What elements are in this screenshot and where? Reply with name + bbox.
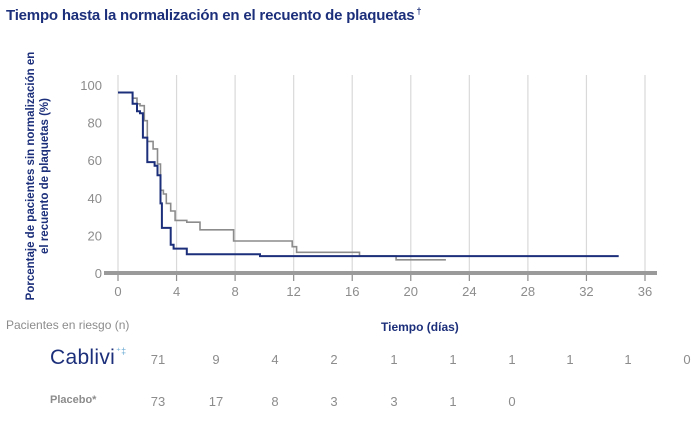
y-tick-labels: 0 20 40 60 80 100 [80,78,102,281]
at-risk-value: 1 [390,352,398,367]
at-risk-value: 1 [449,352,457,367]
at-risk-value: 8 [271,394,279,409]
at-risk-value: 9 [212,352,220,367]
at-risk-value: 1 [508,352,516,367]
y-tick-label-100: 100 [80,78,102,93]
x-tick-label-24: 24 [462,284,476,299]
cablivi-logo-mark: ⁺‡ [116,346,127,356]
placebo-row-label: Placebo* [50,394,97,406]
y-tick-label-80: 80 [88,116,102,131]
at-risk-value: 3 [390,394,398,409]
x-tick-label-4: 4 [173,284,180,299]
x-tick-label-28: 28 [521,284,535,299]
series-line-placebo [118,91,446,261]
x-tick-label-12: 12 [286,284,300,299]
at-risk-value: 71 [150,352,166,367]
x-tick-label-0: 0 [114,284,121,299]
y-tick-label-0: 0 [95,266,102,281]
km-chart: 0 20 40 60 80 100 0 4 8 12 16 20 24 28 32 36 [80,75,657,299]
title-footnote-mark: † [416,6,422,16]
at-risk-value: 3 [330,394,338,409]
at-risk-value: 1 [449,394,457,409]
series-line-cablivi [118,91,619,258]
y-tick-label-20: 20 [88,228,102,243]
at-risk-value: 1 [566,352,574,367]
at-risk-title: Pacientes en riesgo (n) [6,318,130,332]
x-tick-label-20: 20 [404,284,418,299]
series-lines [118,91,619,261]
x-tick-label-32: 32 [579,284,593,299]
y-tick-label-60: 60 [88,153,102,168]
at-risk-value: 4 [271,352,279,367]
x-tick-label-16: 16 [345,284,359,299]
x-tick-label-36: 36 [638,284,652,299]
chart-title: Tiempo hasta la normalización en el recu… [6,6,422,24]
at-risk-value: 2 [330,352,338,367]
at-risk-value: 17 [208,394,224,409]
at-risk-value: 0 [683,352,691,367]
grid-lines [117,75,646,281]
at-risk-value: 73 [150,394,166,409]
at-risk-value: 0 [508,394,516,409]
x-tick-labels: 0 4 8 12 16 20 24 28 32 36 [114,284,652,299]
x-axis-label: Tiempo (días) [381,320,459,334]
cablivi-logo: Cablivi⁺‡ [50,346,127,369]
at-risk-value: 1 [624,352,632,367]
x-tick-label-8: 8 [231,284,238,299]
y-tick-label-40: 40 [88,191,102,206]
